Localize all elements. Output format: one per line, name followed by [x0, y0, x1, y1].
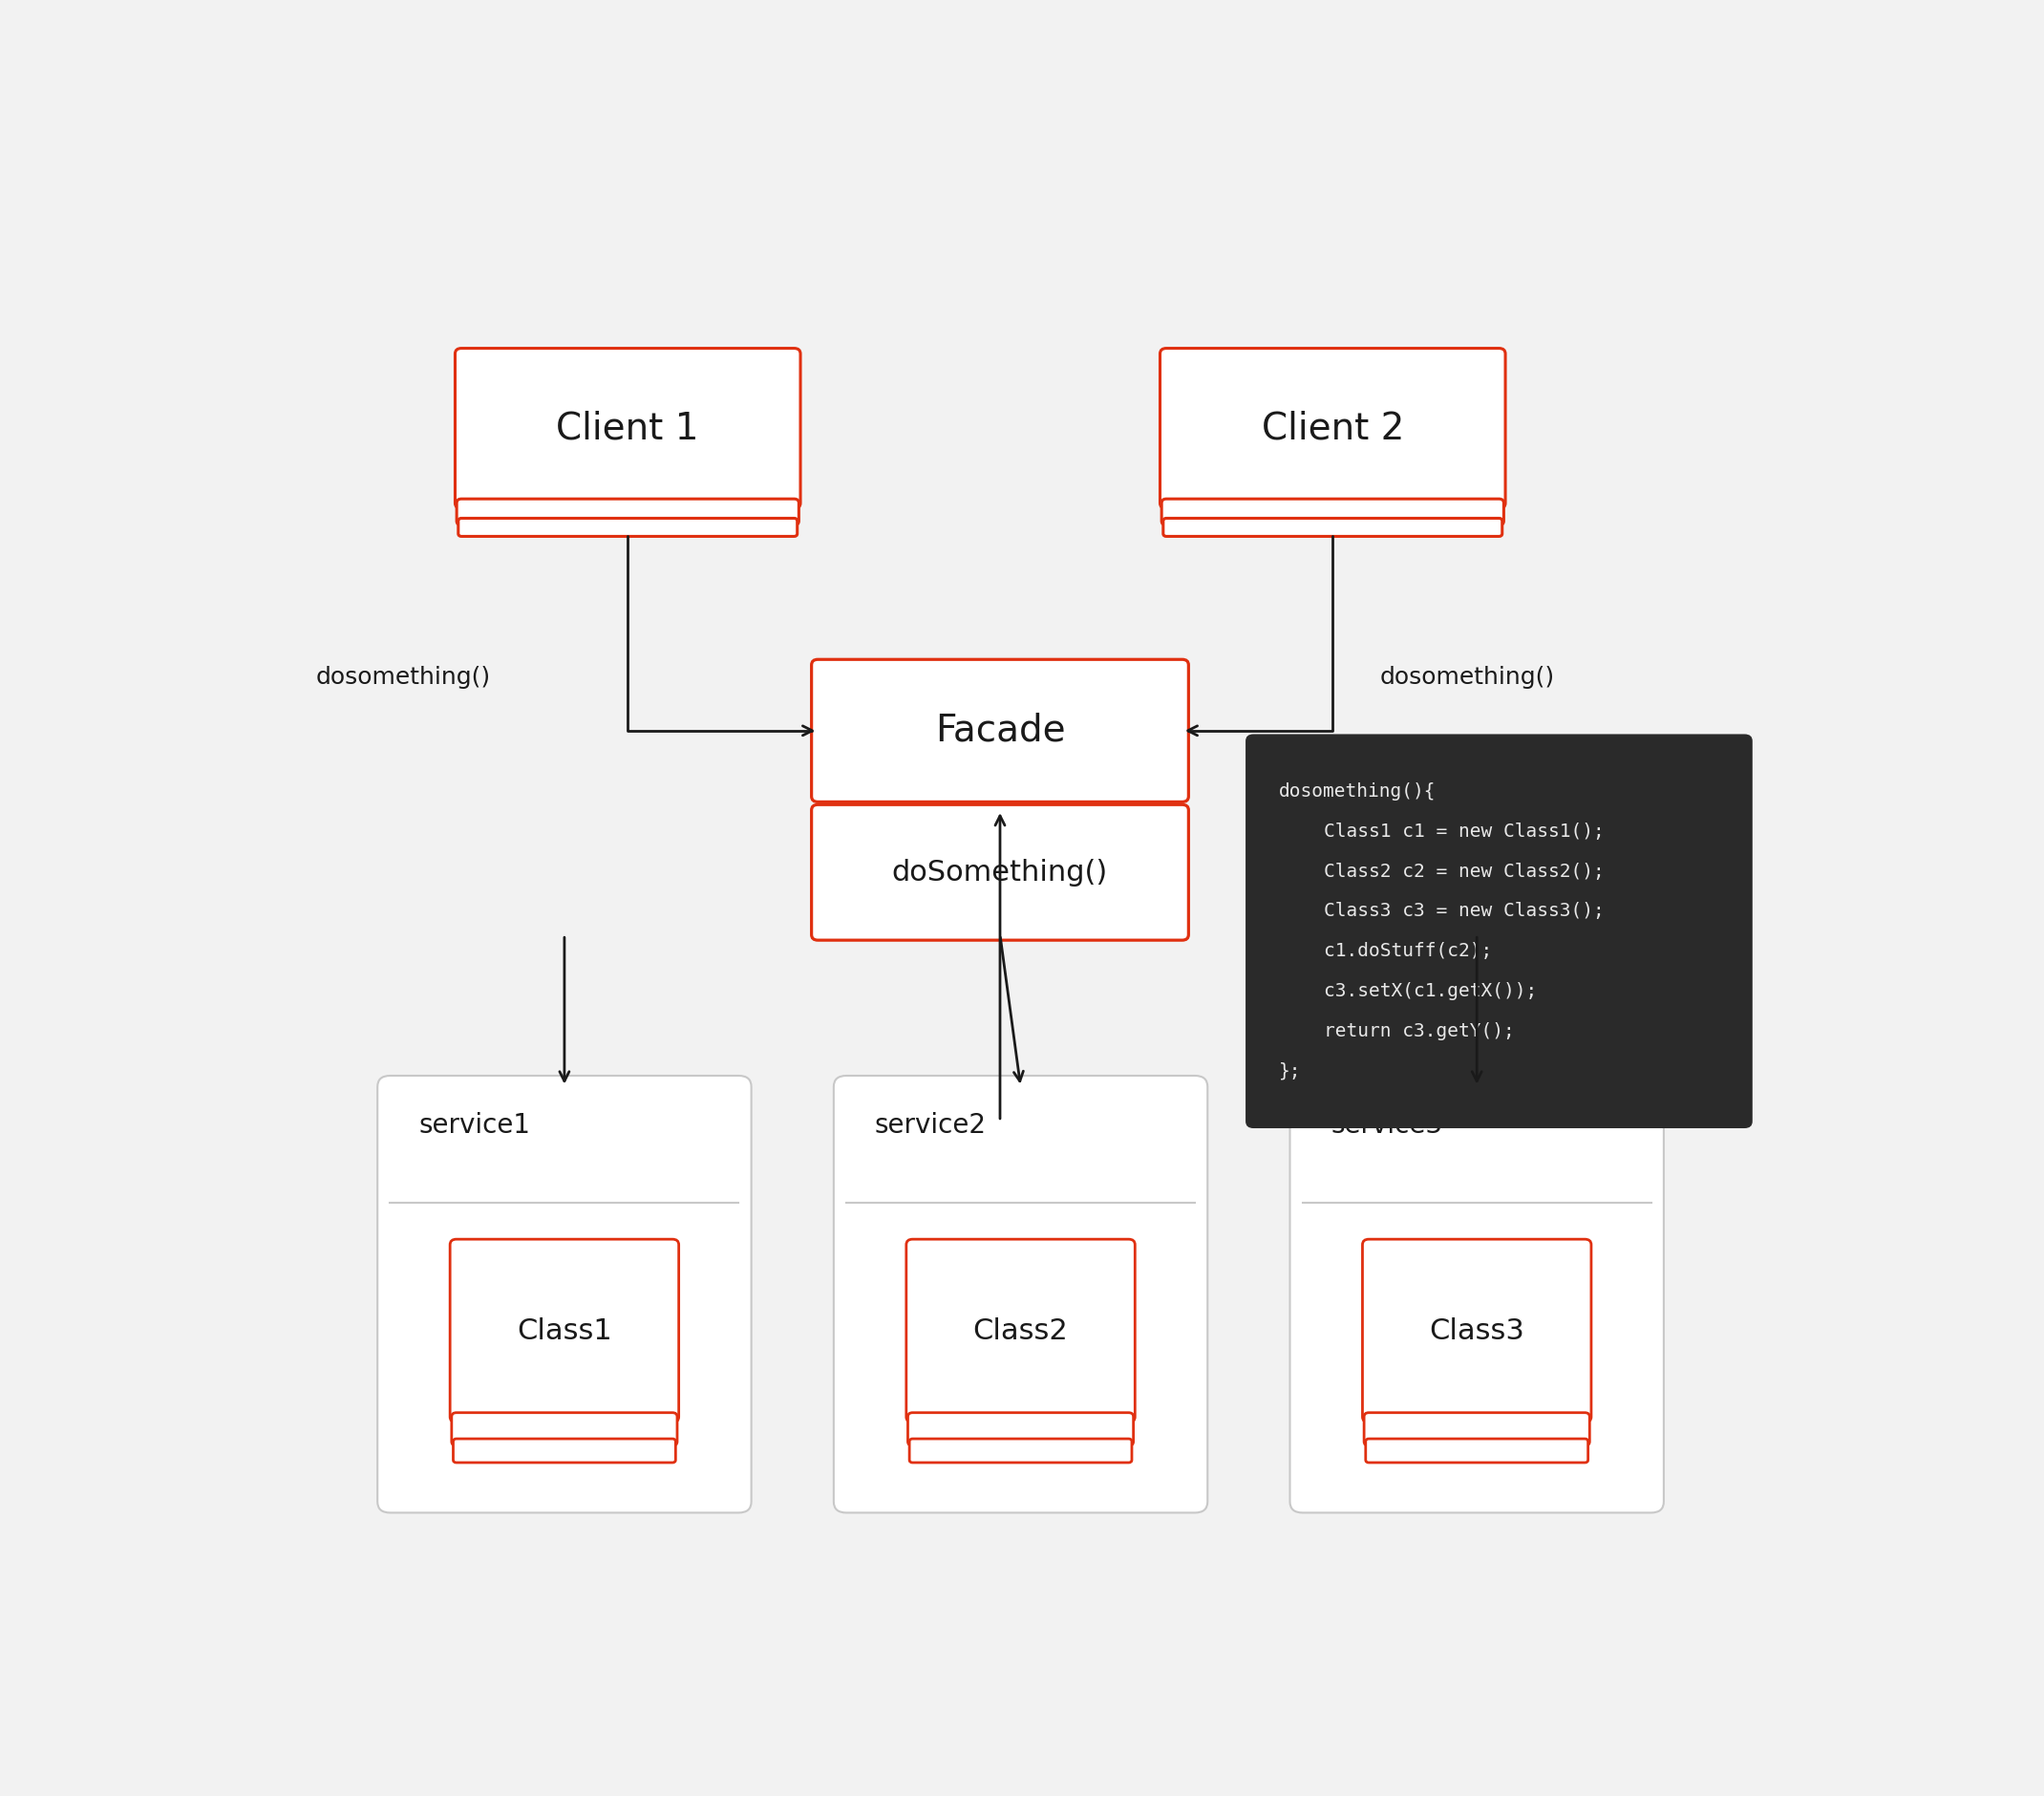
- Text: c3.setX(c1.getX());: c3.setX(c1.getX());: [1280, 982, 1537, 1000]
- FancyBboxPatch shape: [454, 1439, 677, 1462]
- Text: dosomething(): dosomething(): [315, 666, 491, 690]
- FancyBboxPatch shape: [811, 659, 1188, 801]
- Text: return c3.getY();: return c3.getY();: [1280, 1022, 1515, 1040]
- FancyBboxPatch shape: [452, 1413, 677, 1446]
- Text: Class1 c1 = new Class1();: Class1 c1 = new Class1();: [1280, 823, 1605, 841]
- FancyBboxPatch shape: [378, 1076, 752, 1512]
- FancyBboxPatch shape: [456, 348, 801, 508]
- FancyBboxPatch shape: [908, 1413, 1134, 1446]
- FancyBboxPatch shape: [1365, 1439, 1588, 1462]
- Text: Class2 c2 = new Class2();: Class2 c2 = new Class2();: [1280, 862, 1605, 880]
- FancyBboxPatch shape: [456, 499, 799, 524]
- FancyBboxPatch shape: [1363, 1413, 1590, 1446]
- Text: Client 1: Client 1: [556, 409, 699, 447]
- FancyBboxPatch shape: [811, 805, 1188, 939]
- FancyBboxPatch shape: [1163, 519, 1502, 537]
- FancyBboxPatch shape: [1161, 348, 1504, 508]
- Text: service2: service2: [875, 1112, 987, 1139]
- Text: Class1: Class1: [517, 1316, 611, 1345]
- FancyBboxPatch shape: [834, 1076, 1208, 1512]
- Text: Class3: Class3: [1429, 1316, 1525, 1345]
- FancyBboxPatch shape: [458, 519, 797, 537]
- Text: c1.doStuff(c2);: c1.doStuff(c2);: [1280, 943, 1492, 961]
- Text: doSomething(): doSomething(): [891, 858, 1108, 885]
- Text: };: };: [1280, 1061, 1302, 1079]
- FancyBboxPatch shape: [1363, 1239, 1590, 1422]
- FancyBboxPatch shape: [450, 1239, 679, 1422]
- FancyBboxPatch shape: [910, 1439, 1132, 1462]
- Text: Class2: Class2: [973, 1316, 1069, 1345]
- FancyBboxPatch shape: [1245, 735, 1752, 1128]
- Text: dosomething(){: dosomething(){: [1280, 783, 1437, 801]
- Text: dosomething(): dosomething(): [1380, 666, 1555, 690]
- Text: service1: service1: [419, 1112, 529, 1139]
- Text: service3: service3: [1331, 1112, 1443, 1139]
- Text: Class3 c3 = new Class3();: Class3 c3 = new Class3();: [1280, 902, 1605, 920]
- FancyBboxPatch shape: [1161, 499, 1504, 524]
- Text: Client 2: Client 2: [1261, 409, 1404, 447]
- Text: Facade: Facade: [934, 713, 1065, 749]
- FancyBboxPatch shape: [905, 1239, 1134, 1422]
- FancyBboxPatch shape: [1290, 1076, 1664, 1512]
